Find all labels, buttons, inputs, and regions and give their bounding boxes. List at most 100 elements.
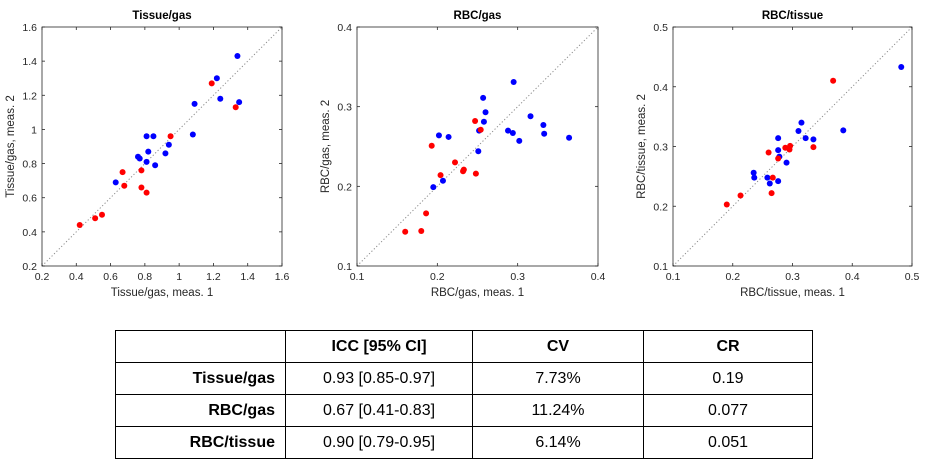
x-tick-label: 0.6: [103, 271, 118, 283]
y-tick-label: 0.3: [337, 102, 352, 114]
y-axis-label: Tissue/gas, meas. 2: [5, 95, 17, 197]
identity-line: [41, 26, 283, 267]
y-tick-label: 0.1: [337, 261, 352, 273]
blue-data-point: [217, 95, 224, 102]
blue-data-point: [510, 78, 517, 85]
red-data-point: [737, 192, 744, 199]
y-axis-label: RBC/tissue, meas. 2: [636, 94, 648, 199]
axes-box: [356, 26, 599, 267]
blue-data-point: [136, 155, 143, 162]
scatter-panel: 0.1 0.2 0.3 0.4 0.5 0.1 0.2 0.3 0.4 0.5 RBC/tissue…: [636, 10, 919, 299]
red-data-point: [208, 80, 215, 87]
blue-data-point: [775, 147, 782, 154]
blue-data-point: [750, 169, 757, 176]
red-data-point: [121, 182, 128, 189]
cr-cell: 0.19: [643, 362, 813, 395]
blue-data-point: [482, 109, 489, 116]
y-axis-label: RBC/gas, meas. 2: [320, 100, 332, 193]
blue-data-point: [475, 148, 482, 155]
cv-cell: 7.73%: [472, 362, 644, 395]
statistics-table: ICC [95% CI] CV CR Tissue/gas 0.93 [0.85…: [115, 330, 813, 459]
blue-data-point: [234, 53, 241, 60]
x-tick-label: 0.4: [591, 271, 606, 283]
x-tick-label: 1: [176, 271, 182, 283]
red-data-point: [810, 144, 817, 151]
red-data-point: [472, 170, 479, 177]
blue-data-point: [898, 64, 905, 71]
x-tick-label: 0.3: [510, 271, 525, 283]
x-tick-label: 0.1: [666, 271, 681, 283]
y-tick-label: 0.8: [22, 159, 37, 171]
blue-data-point: [509, 129, 516, 136]
red-data-point: [167, 133, 174, 140]
red-data-point: [423, 210, 430, 217]
scatter-panel: 0.1 0.2 0.3 0.4 0.1 0.2 0.3 0.4 RBC/gas RBC/gas, …: [320, 10, 605, 299]
x-tick-label: 0.4: [845, 271, 860, 283]
row-label: RBC/tissue: [115, 426, 286, 459]
y-tick-label: 1.6: [22, 22, 37, 34]
red-data-point: [472, 118, 479, 125]
blue-data-point: [191, 100, 198, 107]
y-tick-label: 0.6: [22, 193, 37, 205]
x-tick-label: 0.4: [69, 271, 84, 283]
y-tick-label: 1: [31, 124, 37, 136]
icc-cell: 0.90 [0.79-0.95]: [285, 426, 473, 459]
blue-data-point: [540, 121, 547, 128]
x-tick-label: 0.2: [725, 271, 740, 283]
blue-data-point: [112, 179, 119, 186]
blue-data-point: [775, 178, 782, 185]
red-data-point: [460, 168, 467, 175]
blue-data-point: [439, 177, 446, 184]
red-data-point: [119, 169, 126, 176]
x-tick-label: 1.6: [275, 271, 290, 283]
x-tick-label: 0.8: [138, 271, 153, 283]
blue-data-point: [189, 131, 196, 138]
y-tick-label: 0.3: [653, 142, 668, 154]
x-tick-label: 0.3: [785, 271, 800, 283]
table-header-empty: [115, 330, 286, 363]
blue-data-point: [566, 134, 573, 141]
blue-data-point: [798, 119, 805, 126]
table-header-cv: CV: [472, 330, 644, 363]
y-tick-label: 0.1: [653, 261, 668, 273]
blue-data-point: [143, 133, 150, 140]
y-tick-label: 0.5: [653, 22, 668, 34]
red-data-point: [92, 215, 99, 222]
red-data-point: [437, 172, 444, 179]
blue-data-point: [751, 174, 758, 181]
blue-data-point: [430, 184, 437, 191]
red-data-point: [418, 227, 425, 234]
y-tick-label: 0.4: [653, 82, 668, 94]
chart-title: RBC/tissue: [762, 10, 823, 22]
x-axis-label: RBC/gas, meas. 1: [431, 287, 524, 299]
red-data-point: [143, 189, 150, 196]
blue-data-point: [505, 127, 512, 134]
blue-data-point: [480, 94, 487, 101]
blue-data-point: [764, 174, 771, 181]
axes-box: [41, 26, 283, 267]
cv-cell: 6.14%: [472, 426, 644, 459]
blue-data-point: [150, 133, 157, 140]
blue-data-point: [445, 133, 452, 140]
x-tick-label: 1.4: [240, 271, 255, 283]
red-data-point: [769, 174, 776, 181]
cr-cell: 0.077: [643, 394, 813, 427]
red-data-point: [138, 167, 145, 174]
y-tick-label: 0.4: [337, 22, 352, 34]
blue-data-point: [766, 180, 773, 187]
y-tick-label: 0.4: [22, 227, 37, 239]
red-data-point: [232, 104, 239, 111]
y-tick-label: 0.2: [653, 201, 668, 213]
red-data-point: [477, 126, 484, 133]
x-tick-label: 0.5: [905, 271, 920, 283]
y-tick-label: 1.2: [22, 90, 37, 102]
table-header-icc: ICC [95% CI]: [285, 330, 473, 363]
table-row: Tissue/gas 0.93 [0.85-0.97] 7.73% 0.19: [115, 362, 813, 395]
red-data-point: [830, 77, 837, 84]
x-tick-label: 0.1: [350, 271, 365, 283]
red-data-point: [76, 222, 83, 229]
x-axis-label: Tissue/gas, meas. 1: [111, 287, 213, 299]
blue-data-point: [783, 159, 790, 166]
scatter-panel: 0.2 0.4 0.6 0.8 1 1.2 1.4 1.6 0.2 0.4 0.6 0.8 1 1.2 1.…: [5, 10, 289, 299]
red-data-point: [452, 159, 459, 166]
